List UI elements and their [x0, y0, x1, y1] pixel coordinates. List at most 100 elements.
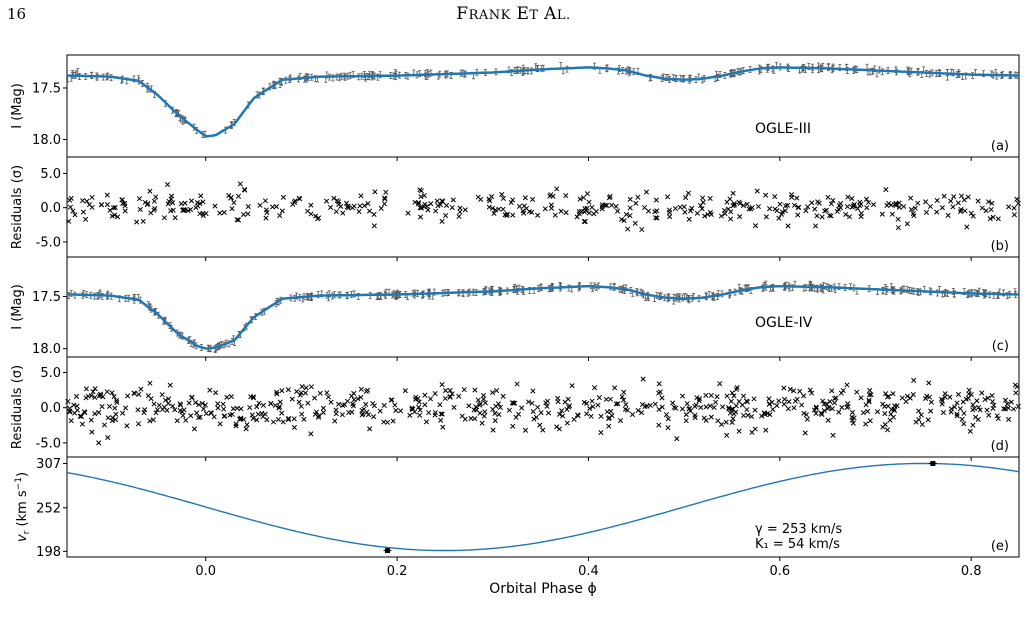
- residual-marker: [990, 398, 996, 405]
- residual-marker: [955, 391, 962, 398]
- residual-marker: [613, 203, 619, 210]
- residual-marker: [479, 420, 485, 426]
- residual-marker: [730, 203, 736, 209]
- residual-marker: [882, 410, 888, 417]
- residual-marker: [635, 407, 641, 413]
- residual-marker: [799, 402, 805, 408]
- residual-marker: [1011, 212, 1017, 218]
- residual-marker: [555, 399, 561, 405]
- residual-marker: [150, 417, 156, 423]
- residual-marker: [291, 416, 297, 422]
- model-curve: [67, 66, 1020, 138]
- residual-marker: [599, 204, 605, 210]
- residual-marker: [744, 407, 750, 413]
- residual-marker: [816, 200, 822, 206]
- residual-marker: [972, 414, 979, 420]
- residual-marker: [880, 401, 886, 407]
- residual-marker: [188, 413, 194, 419]
- residual-marker: [416, 404, 422, 410]
- residual-marker: [886, 393, 892, 399]
- residual-marker: [70, 208, 76, 214]
- residual-marker: [844, 204, 851, 210]
- residual-marker: [582, 218, 588, 225]
- residual-marker: [656, 390, 662, 396]
- y-axis-label: I (Mag): [10, 284, 25, 330]
- residual-marker: [740, 412, 747, 419]
- residual-marker: [200, 406, 207, 412]
- residual-marker: [641, 205, 648, 211]
- residual-marker: [885, 403, 891, 409]
- residual-marker: [516, 411, 522, 417]
- residual-marker: [359, 412, 365, 418]
- residual-marker: [407, 412, 413, 418]
- residual-marker: [785, 202, 791, 208]
- residual-marker: [432, 390, 438, 397]
- page-number: 16: [7, 5, 27, 23]
- residual-marker: [813, 405, 819, 411]
- residual-marker: [672, 205, 678, 212]
- residual-marker: [813, 223, 819, 229]
- residual-marker: [122, 208, 128, 214]
- residual-marker: [707, 403, 713, 409]
- residual-marker: [656, 406, 662, 412]
- residual-marker: [468, 415, 474, 421]
- residual-marker: [814, 213, 820, 219]
- residual-marker: [621, 389, 627, 395]
- residual-marker: [104, 192, 110, 198]
- residual-marker: [134, 219, 140, 225]
- residual-marker: [308, 431, 314, 437]
- residual-marker: [718, 421, 725, 428]
- residual-marker: [178, 402, 184, 408]
- residual-marker: [305, 400, 311, 406]
- residual-marker: [540, 427, 546, 433]
- residual-marker: [137, 206, 143, 213]
- residual-marker: [970, 402, 976, 408]
- residual-marker: [212, 203, 218, 209]
- residual-marker: [302, 390, 308, 396]
- residual-marker: [412, 199, 418, 205]
- residual-marker: [438, 411, 444, 417]
- residual-marker: [830, 197, 836, 203]
- residual-marker: [358, 394, 364, 400]
- residual-marker: [730, 190, 736, 196]
- residual-marker: [893, 200, 899, 206]
- residual-marker: [490, 427, 496, 433]
- residual-marker: [276, 405, 282, 411]
- residual-marker: [241, 186, 247, 193]
- residual-marker: [606, 423, 612, 429]
- residual-marker: [686, 216, 692, 222]
- y-tick-label: 198: [36, 545, 61, 560]
- residual-marker: [233, 423, 239, 429]
- residual-marker: [438, 417, 444, 423]
- residual-marker: [824, 401, 830, 407]
- residual-marker: [279, 208, 285, 214]
- residual-marker: [563, 193, 569, 199]
- residual-marker: [89, 194, 95, 200]
- residual-marker: [197, 414, 203, 420]
- residual-marker: [530, 196, 536, 202]
- residual-marker: [477, 410, 483, 416]
- residual-marker: [356, 209, 362, 215]
- residual-marker: [874, 409, 881, 415]
- residual-marker: [674, 436, 680, 442]
- residual-marker: [392, 402, 398, 408]
- residual-marker: [584, 411, 590, 417]
- residual-marker: [519, 405, 525, 411]
- residual-marker: [202, 402, 208, 408]
- residual-marker: [112, 405, 118, 411]
- residual-marker: [260, 414, 266, 420]
- residual-marker: [390, 418, 396, 424]
- y-tick-label: 307: [36, 457, 61, 472]
- residual-marker: [161, 404, 167, 410]
- residual-marker: [656, 422, 662, 428]
- residual-marker: [255, 411, 261, 417]
- residual-marker: [837, 205, 844, 211]
- residual-marker: [613, 401, 619, 407]
- panel-b: 5.0 0.0 -5.0 Residuals (σ) (b): [10, 156, 1021, 261]
- residual-marker: [698, 202, 704, 209]
- residual-marker: [940, 409, 946, 416]
- residual-marker: [955, 200, 961, 206]
- residual-marker: [580, 195, 587, 201]
- residual-marker: [924, 393, 930, 399]
